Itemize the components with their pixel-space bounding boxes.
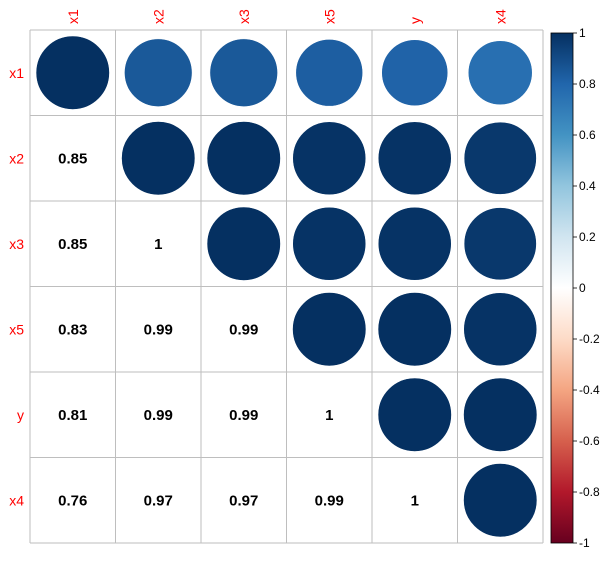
corr-value-x4-y: 1 <box>411 492 419 509</box>
colorbar-tick-label: 0.8 <box>579 77 596 91</box>
corr-value-x4-x1: 0.76 <box>58 492 87 509</box>
corr-circle-x5-x4 <box>463 292 538 367</box>
colorbar-tick-label: -0.8 <box>579 485 600 499</box>
corr-circle-x1-x2 <box>124 38 193 107</box>
corr-circle-x2-y <box>377 121 452 196</box>
colorbar-tick-label: 0 <box>579 281 586 295</box>
colorbar: 1 0.8 0.6 0.4 0.2 0 -0.2 -0.4 -0.6 -0.8 -1 <box>550 26 600 550</box>
colorbar-tick-label: 0.4 <box>579 179 596 193</box>
row-label-x3: x3 <box>9 236 24 252</box>
corr-value-x2-x1: 0.85 <box>58 150 87 167</box>
corr-value-x5-x1: 0.83 <box>58 321 87 338</box>
corr-circle-x2-x4 <box>463 121 537 195</box>
colorbar-tick-label: -0.6 <box>579 434 600 448</box>
corr-circle-x3-x4 <box>463 207 537 281</box>
colorbar-tick-label: 0.6 <box>579 128 596 142</box>
corr-circle-y-y <box>377 377 452 452</box>
corr-value-x3-x1: 0.85 <box>58 236 87 253</box>
colorbar-tick-label: -0.2 <box>579 332 600 346</box>
colorbar-gradient <box>550 32 574 544</box>
corr-circle-x3-x5 <box>292 206 367 281</box>
colorbar-tick-label: -1 <box>579 536 590 550</box>
corr-circle-x4-x4 <box>463 463 538 538</box>
corr-value-x5-x3: 0.99 <box>229 321 258 338</box>
colorbar-tick-label: 1 <box>579 26 586 40</box>
corr-circle-x1-x3 <box>209 38 278 107</box>
col-label-x1: x1 <box>65 9 81 24</box>
col-label-x4: x4 <box>492 9 508 24</box>
corr-value-x4-x2: 0.97 <box>144 492 173 509</box>
row-label-y: y <box>17 407 24 423</box>
corr-value-x3-x2: 1 <box>154 236 162 253</box>
corr-value-x4-x3: 0.97 <box>229 492 258 509</box>
colorbar-tick-label: -0.4 <box>579 383 600 397</box>
corr-circle-x5-y <box>377 292 452 367</box>
corr-value-y-x1: 0.81 <box>58 407 87 424</box>
corr-circle-x2-x5 <box>292 121 367 196</box>
matrix-grid <box>29 29 544 544</box>
col-label-y: y <box>407 17 423 24</box>
corr-circle-x3-x3 <box>206 206 281 281</box>
corr-value-x5-x2: 0.99 <box>144 321 173 338</box>
corr-circle-x2-x2 <box>121 121 196 196</box>
corr-circle-x1-x5 <box>295 38 364 107</box>
col-label-x5: x5 <box>321 9 337 24</box>
row-label-x5: x5 <box>9 321 24 337</box>
corr-value-y-x3: 0.99 <box>229 407 258 424</box>
corr-circle-x5-x5 <box>292 292 367 367</box>
corr-circle-x1-y <box>381 39 449 107</box>
corr-value-y-x2: 0.99 <box>144 407 173 424</box>
col-label-x2: x2 <box>150 9 166 24</box>
corr-circle-x1-x1 <box>35 35 110 110</box>
corr-value-x4-x5: 0.99 <box>315 492 344 509</box>
corr-circle-x2-x3 <box>206 121 281 196</box>
corr-value-y-x5: 1 <box>325 407 333 424</box>
col-label-x3: x3 <box>236 9 252 24</box>
row-label-x2: x2 <box>9 150 24 166</box>
row-label-x1: x1 <box>9 65 24 81</box>
variable-labels: x1 x2 x3 x5 y x4 x1 x2 x3 x5 y x4 <box>9 9 508 508</box>
matrix-marks: 0.85 0.85 1 0.83 0.99 0.99 0.81 0.99 0.99 1 0.76 0.… <box>35 35 538 538</box>
row-label-x4: x4 <box>9 492 24 508</box>
corr-circle-x3-y <box>377 206 452 281</box>
colorbar-tick-label: 0.2 <box>579 230 596 244</box>
corr-circle-x1-x4 <box>467 40 533 106</box>
corr-circle-y-x4 <box>463 377 538 452</box>
